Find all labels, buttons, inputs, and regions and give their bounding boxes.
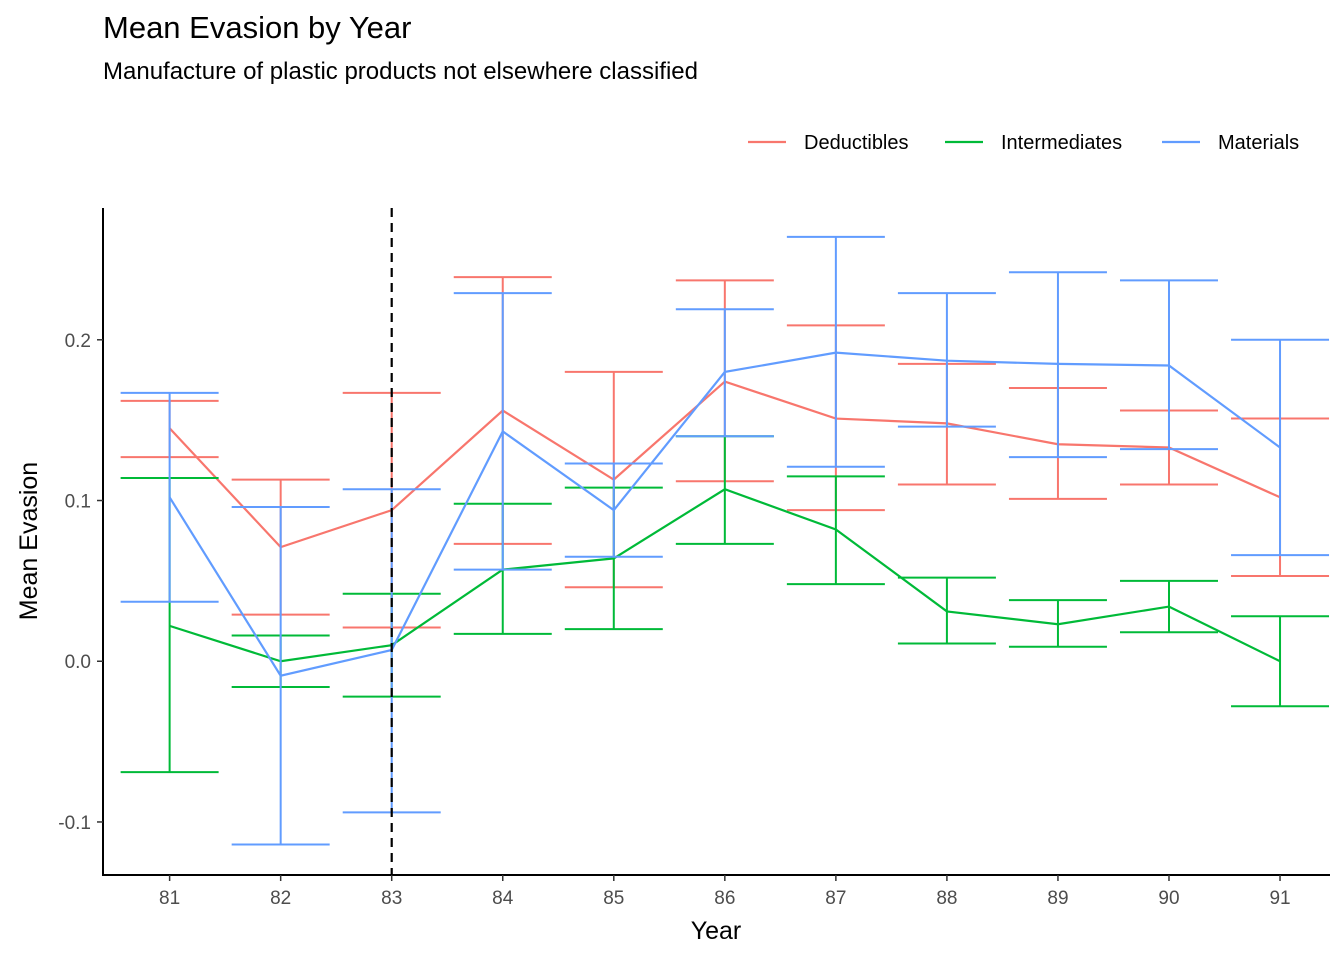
x-axis-title: Year	[691, 917, 742, 945]
legend-item-materials: Materials	[1162, 132, 1299, 154]
legend-item-deductibles: Deductibles	[748, 132, 909, 154]
y-axis-title: Mean Evasion	[15, 462, 43, 620]
series-intermediates	[120, 435, 1330, 774]
x-tick-label: 81	[159, 888, 180, 909]
x-tick-label: 87	[825, 888, 846, 909]
x-tick-label: 89	[1047, 888, 1068, 909]
series-line-materials	[168, 351, 1281, 677]
x-tick-label: 91	[1269, 888, 1290, 909]
y-tick-label: 0.0	[65, 652, 91, 673]
x-tick-label: 90	[1158, 888, 1179, 909]
x-tick-label: 82	[270, 888, 291, 909]
x-tick-label: 83	[381, 888, 402, 909]
chart-subtitle: Manufacture of plastic products not else…	[103, 58, 698, 85]
legend-item-intermediates: Intermediates	[945, 132, 1122, 154]
x-tick-label: 85	[603, 888, 624, 909]
legend-label-materials: Materials	[1218, 132, 1299, 154]
chart-title: Mean Evasion by Year	[103, 10, 412, 45]
y-tick-label: -0.1	[58, 813, 91, 834]
x-tick-label: 88	[936, 888, 957, 909]
y-tick-label: 0.2	[65, 331, 91, 352]
legend: Deductibles Intermediates Materials	[748, 132, 1299, 154]
y-tick-label: 0.1	[65, 492, 91, 513]
legend-label-intermediates: Intermediates	[1001, 132, 1122, 154]
x-tick-label: 86	[714, 888, 735, 909]
plot-area	[120, 208, 1330, 875]
x-tick-label: 84	[492, 888, 514, 909]
axes: 81 82 83 84 85 86 87 88 89 90 91 -0.1 0.0 0.1 0.2	[58, 208, 1330, 909]
series-line-intermediates	[169, 488, 1281, 663]
legend-label-deductibles: Deductibles	[804, 132, 909, 154]
